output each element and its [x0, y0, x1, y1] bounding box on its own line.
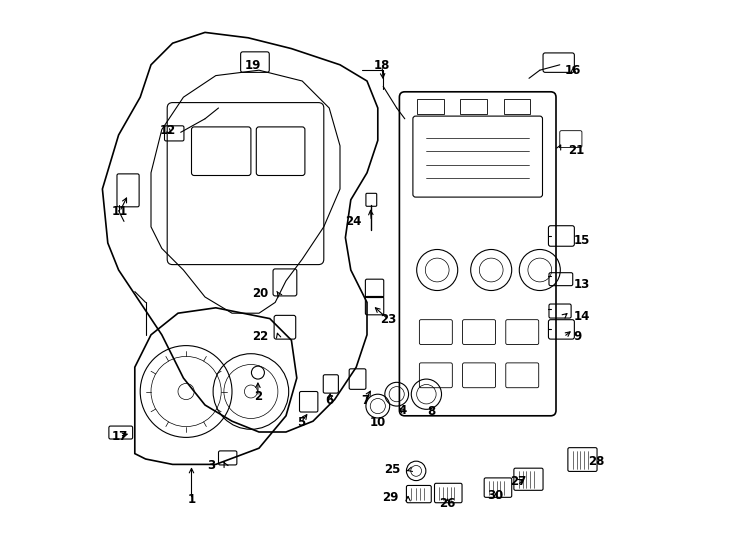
Text: 30: 30	[487, 489, 504, 502]
Text: 4: 4	[398, 404, 406, 417]
Text: 1: 1	[187, 493, 195, 506]
Text: 19: 19	[244, 59, 261, 72]
Text: 9: 9	[573, 330, 581, 343]
Text: 10: 10	[370, 416, 386, 429]
Text: 2: 2	[254, 390, 262, 403]
Text: 3: 3	[208, 459, 216, 472]
Text: 5: 5	[297, 416, 305, 429]
Text: 22: 22	[252, 330, 269, 343]
Text: 8: 8	[428, 405, 436, 418]
Text: 26: 26	[439, 497, 455, 510]
Text: 13: 13	[573, 278, 589, 291]
Text: 6: 6	[325, 394, 333, 407]
Text: 25: 25	[384, 463, 401, 476]
Text: 20: 20	[252, 287, 269, 300]
Text: 16: 16	[565, 64, 581, 77]
Text: 28: 28	[589, 455, 605, 468]
Text: 12: 12	[160, 124, 176, 137]
Text: 18: 18	[374, 59, 390, 72]
Text: 14: 14	[573, 310, 589, 323]
Text: 29: 29	[382, 491, 399, 504]
Text: 15: 15	[573, 234, 589, 247]
Text: 7: 7	[361, 394, 369, 407]
Text: 24: 24	[345, 215, 362, 228]
Text: 21: 21	[568, 144, 584, 157]
Text: 17: 17	[112, 430, 128, 443]
Text: 23: 23	[380, 313, 396, 326]
Text: 27: 27	[510, 475, 526, 488]
Text: 11: 11	[112, 205, 128, 218]
